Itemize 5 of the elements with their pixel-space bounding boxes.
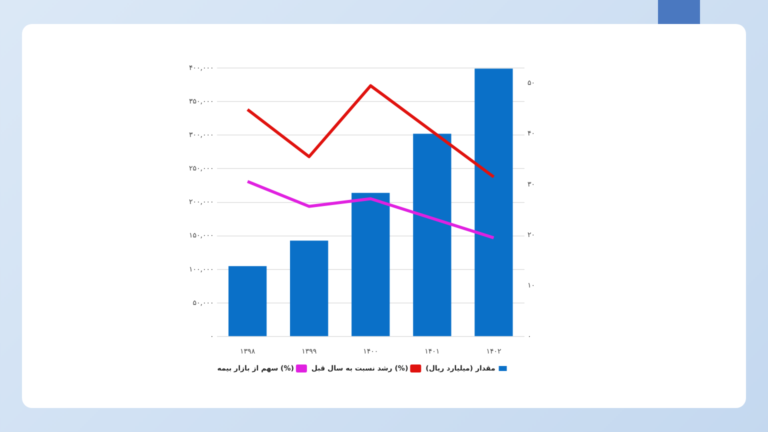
bar [352,192,390,336]
bar [290,240,328,336]
bar [228,266,267,336]
bar [413,134,452,336]
bar [474,68,513,336]
